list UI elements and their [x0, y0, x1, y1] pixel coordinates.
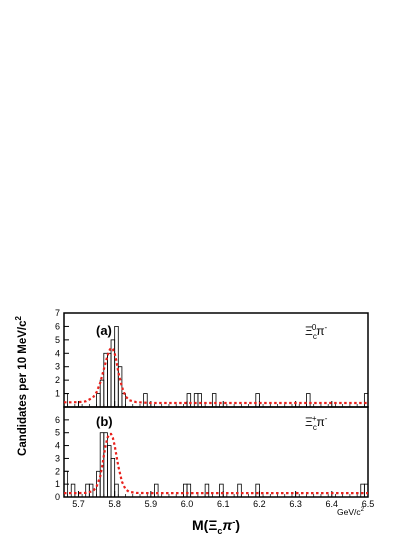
panel-a-bar: [117, 366, 123, 408]
panel-a-fit-line: [64, 346, 368, 405]
panel-a-bar: [255, 393, 260, 408]
x-tick-label: 6.5: [362, 499, 375, 509]
panel-b-y-tick-label: 1: [55, 479, 60, 489]
panel-b-bar: [99, 432, 105, 498]
panel-b-bar: [114, 483, 119, 498]
panel-a-bar: [114, 326, 119, 408]
x-tick-label: 5.7: [72, 499, 85, 509]
x-axis-label: M(Ξcπ-): [192, 517, 240, 536]
panel-a-bar: [96, 393, 101, 408]
panel-b-label: (b): [96, 414, 113, 429]
panel-b-fit-line: [64, 432, 368, 495]
panel-b-bar: [186, 483, 192, 498]
panel-a-y-tick-label: 3: [55, 362, 60, 372]
panel-b-frame: [63, 406, 369, 498]
panel-a-y-tick-label: 4: [55, 348, 60, 358]
panel-b-histogram: [63, 432, 369, 498]
panel-b-bar: [63, 470, 69, 498]
x-tick-label: 5.8: [108, 499, 121, 509]
panel-b-bar: [70, 483, 76, 498]
x-tick-label: 5.9: [145, 499, 158, 509]
panel-a-bar: [107, 352, 112, 408]
panel-b-y-tick-label: 6: [55, 415, 60, 425]
x-tick-label: 6.1: [217, 499, 230, 509]
panel-a-bar: [306, 393, 311, 408]
panel-a-bar: [197, 393, 202, 408]
panel-b-bar: [110, 458, 116, 498]
panel-a-label: (a): [96, 323, 112, 338]
panel-a-bar: [143, 393, 148, 408]
panel-a-y-tick-label: 7: [55, 308, 60, 318]
x-tick-labels: 5.7 5.8 5.9 6.0 6.1 6.2 6.3 6.4 6.5: [72, 499, 374, 509]
panel-b-y-tick-label: 4: [55, 441, 60, 451]
panel-a-bar: [103, 352, 108, 408]
panel-b-bar: [85, 483, 90, 498]
panel-a-bar: [211, 393, 217, 408]
panel-a-channel-label: Ξc0π-: [305, 323, 328, 341]
panel-b-bar: [154, 483, 159, 498]
panel-a-bar: [193, 393, 199, 408]
panel-a-bar: [186, 393, 192, 408]
panel-b-channel-label: Ξc+π-: [305, 414, 328, 432]
panel-b-bar: [219, 483, 224, 498]
panel-a-y-tick-label: 6: [55, 321, 60, 331]
panel-b-bar: [360, 483, 365, 498]
panel-b-bar: [204, 483, 210, 498]
panel-a-bar: [121, 393, 126, 408]
x-tick-label: 6.3: [289, 499, 302, 509]
panel-b-bar: [107, 445, 112, 498]
panel-a: 1 2 3 4 5 6 7 (a) Ξc0π-: [55, 308, 369, 408]
panel-b-y-tick-label: 3: [55, 453, 60, 463]
x-unit-label: GeV/c2: [337, 507, 365, 517]
x-tick-label: 6.4: [326, 499, 339, 509]
panel-b-fit-curve: [64, 432, 368, 495]
panel-b-y-tick-label: 5: [55, 428, 60, 438]
panel-b-bar: [363, 483, 369, 498]
panel-b-bar: [183, 483, 188, 498]
panel-b-bar: [88, 483, 94, 498]
panel-b-y-tick-label: 0: [55, 492, 60, 502]
panel-b: 0 1 2 3 4 5 6 (b) Ξc+π-: [55, 406, 369, 502]
panel-b-y-tick-label: 2: [55, 466, 60, 476]
panel-b-bar: [237, 483, 242, 498]
panel-a-histogram: [63, 326, 369, 408]
x-tick-label: 6.0: [181, 499, 194, 509]
x-tick-label: 6.2: [253, 499, 266, 509]
panel-b-bar: [255, 483, 260, 498]
panel-a-fit-curve: [64, 346, 368, 405]
panel-a-y-tick-label: 2: [55, 375, 60, 385]
panel-a-y-tick-label: 1: [55, 389, 60, 399]
y-axis-label: Candidates per 10 MeV/c2: [14, 315, 29, 456]
panel-a-y-tick-label: 5: [55, 335, 60, 345]
